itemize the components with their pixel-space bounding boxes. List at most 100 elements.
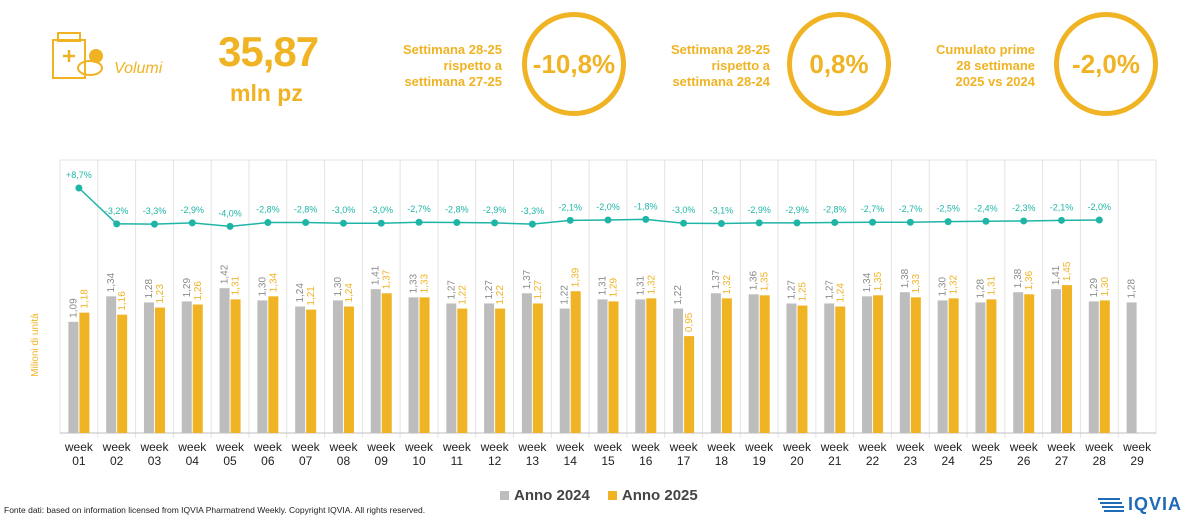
data-label-2025: 1,35 — [760, 271, 771, 291]
comparison-2-circle: 0,8% — [787, 12, 891, 116]
x-tick-label: week — [631, 440, 661, 454]
x-tick-label: 19 — [752, 454, 766, 468]
bar-2024 — [937, 300, 948, 433]
x-tick-label: 02 — [110, 454, 124, 468]
data-label-2024: 1,41 — [1051, 265, 1062, 285]
x-tick-label: week — [744, 440, 774, 454]
chart-legend: Anno 2024 Anno 2025 — [500, 487, 698, 504]
variation-point — [150, 220, 158, 228]
variation-label: -2,9% — [747, 205, 771, 215]
data-label-2025: 1,26 — [193, 281, 204, 301]
bar-2025 — [192, 304, 203, 433]
bar-2025 — [797, 305, 808, 433]
variation-point — [528, 220, 536, 228]
data-label-2025: 1,16 — [117, 291, 128, 311]
data-label-2025: 1,24 — [344, 283, 355, 303]
data-label-2025: 1,36 — [1024, 270, 1035, 290]
variation-label: -2,8% — [256, 205, 280, 215]
comparison-2-text: Settimana 28-25 rispetto a settimana 28-… — [671, 42, 770, 89]
x-tick-label: week — [177, 440, 207, 454]
variation-label: -2,9% — [785, 205, 809, 215]
x-tick-label: 23 — [904, 454, 918, 468]
bar-2025 — [1099, 300, 1110, 433]
data-label-2024: 1,29 — [182, 278, 193, 298]
x-tick-label: week — [971, 440, 1001, 454]
variation-point — [1020, 217, 1028, 225]
bar-2024 — [143, 302, 154, 433]
x-tick-label: 17 — [677, 454, 691, 468]
data-label-2024: 1,33 — [409, 273, 420, 293]
x-tick-label: 12 — [488, 454, 502, 468]
variation-point — [75, 184, 83, 192]
variation-label: -2,4% — [974, 203, 998, 213]
data-label-2025: 1,24 — [835, 283, 846, 303]
x-tick-label: 07 — [299, 454, 313, 468]
iqvia-logo: IQVIA — [1098, 494, 1182, 515]
bar-2025 — [117, 314, 128, 433]
x-tick-label: 05 — [223, 454, 237, 468]
variation-label: +8,7% — [66, 170, 92, 180]
data-label-2025: 1,23 — [155, 284, 166, 304]
variation-line — [78, 187, 1100, 228]
bar-2025 — [495, 308, 506, 433]
legend-swatch-2024 — [500, 491, 509, 500]
bar-2025 — [306, 309, 317, 433]
variation-label: -3,0% — [369, 205, 393, 215]
variation-label: -2,8% — [823, 205, 847, 215]
x-tick-label: 14 — [564, 454, 578, 468]
variation-point — [113, 220, 121, 228]
bar-2024 — [597, 299, 608, 433]
bar-2024 — [408, 297, 419, 433]
kpi-unit: mln pz — [230, 80, 303, 106]
x-tick-label: 18 — [715, 454, 729, 468]
kpi-value: 35,87 — [218, 28, 319, 75]
bar-2025 — [1062, 285, 1073, 433]
bar-2025 — [343, 306, 354, 433]
x-tick-label: week — [858, 440, 888, 454]
data-label-2025: 1,39 — [571, 267, 582, 287]
variation-label: -2,0% — [596, 202, 620, 212]
variation-point — [793, 219, 801, 227]
data-label-2025: 1,31 — [986, 275, 997, 295]
bar-2024 — [748, 294, 759, 433]
x-tick-label: 27 — [1055, 454, 1069, 468]
variation-point — [188, 219, 196, 227]
variation-point — [869, 218, 877, 226]
bar-2024 — [899, 292, 910, 433]
bar-2024 — [786, 303, 797, 433]
variation-label: -2,7% — [899, 204, 923, 214]
x-tick-label: week — [1084, 440, 1114, 454]
pill-box-icon — [52, 32, 103, 79]
variation-point — [453, 219, 461, 227]
variation-label: -1,8% — [634, 201, 658, 211]
data-label-2024: 1,41 — [371, 265, 382, 285]
bar-2025 — [570, 291, 581, 433]
x-tick-label: 06 — [261, 454, 275, 468]
data-label-2024: 1,27 — [824, 280, 835, 300]
variation-label: -2,0% — [1088, 202, 1112, 212]
variation-label: -2,7% — [861, 204, 885, 214]
bar-2025 — [910, 297, 921, 433]
variation-point — [1095, 216, 1103, 224]
comparison-2-value: 0,8% — [809, 48, 869, 79]
variation-label: -3,0% — [332, 205, 356, 215]
x-tick-label: 29 — [1130, 454, 1144, 468]
bar-2024 — [446, 303, 457, 433]
variation-point — [566, 216, 574, 224]
x-tick-label: 20 — [790, 454, 804, 468]
x-tick-label: week — [328, 440, 358, 454]
data-label-2024: 1,30 — [333, 276, 344, 296]
data-label-2025: 1,32 — [949, 274, 960, 294]
x-tick-label: 10 — [412, 454, 426, 468]
bar-2025 — [457, 308, 468, 433]
bar-2024 — [295, 306, 306, 433]
comparison-3-text: Cumulato prime 28 settimane 2025 vs 2024 — [936, 42, 1035, 89]
legend-item-2024: Anno 2024 — [500, 487, 590, 504]
variation-label: -4,0% — [218, 208, 242, 218]
x-tick-label: 04 — [186, 454, 200, 468]
data-label-2025: 1,22 — [495, 285, 506, 305]
bar-2025 — [532, 303, 543, 433]
variation-point — [982, 217, 990, 225]
bar-2025 — [1024, 294, 1035, 433]
x-tick-label: week — [1122, 440, 1152, 454]
